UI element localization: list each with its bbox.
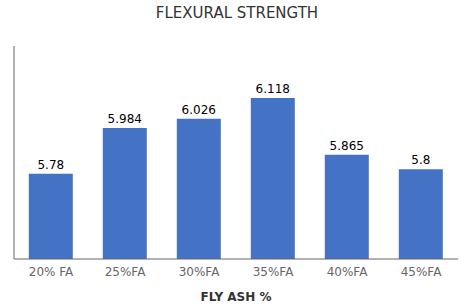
svg-text:45%FA: 45%FA — [401, 265, 442, 279]
html-text:FLEXURAL STRENGTH: FLEXURAL STRENGTH — [155, 4, 319, 22]
svg-text:20% FA: 20% FA — [29, 265, 74, 279]
svg-text:40%FA: 40%FA — [327, 265, 368, 279]
svg-text:FLY ASH %: FLY ASH % — [200, 290, 271, 304]
svg-text:5.984: 5.984 — [108, 112, 142, 126]
svg-text:35%FA: 35%FA — [253, 265, 294, 279]
svg-text:6.118: 6.118 — [256, 82, 290, 96]
svg-text:5.78: 5.78 — [37, 158, 64, 172]
svg-text:6.026: 6.026 — [182, 103, 216, 117]
svg-text:25%FA: 25%FA — [105, 265, 146, 279]
svg-text:5.8: 5.8 — [411, 153, 430, 167]
svg-text:30%FA: 30%FA — [179, 265, 220, 279]
svg-text:5.865: 5.865 — [330, 139, 364, 153]
